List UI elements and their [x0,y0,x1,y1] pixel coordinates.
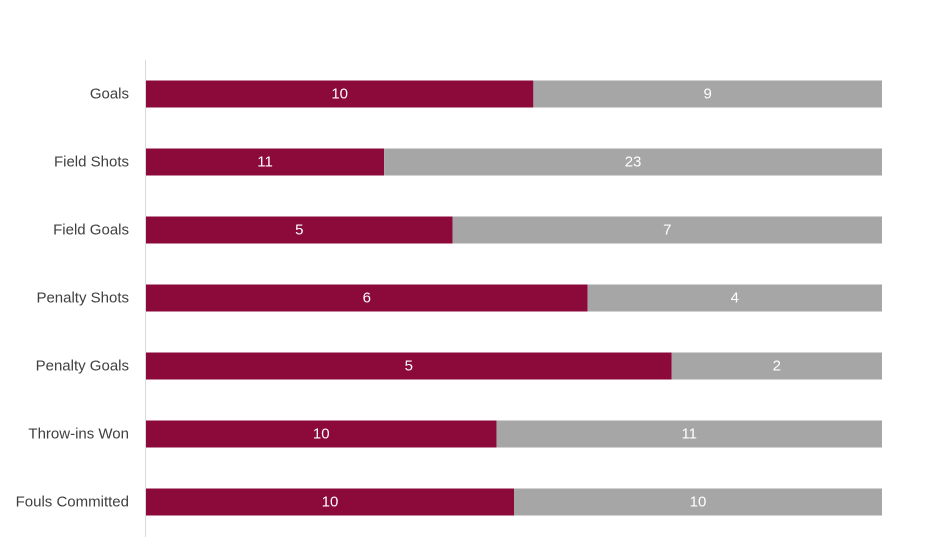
bar-series2-field-shots [384,148,882,176]
category-label-field-goals: Field Goals [53,222,129,239]
data-label-series2-goals: 9 [704,86,712,103]
data-label-series2-field-shots: 23 [625,154,642,171]
data-label-series2-penalty-shots: 4 [731,290,739,307]
data-label-series1-throw-ins-won: 10 [313,426,330,443]
bar-series2-field-goals [452,216,882,244]
data-label-series2-fouls-committed: 10 [690,494,707,511]
data-label-series1-penalty-shots: 6 [363,290,371,307]
bar-series1-goals [146,80,534,108]
category-label-penalty-shots: Penalty Shots [36,290,129,307]
bar-series1-field-goals [146,216,453,244]
bar-series1-field-shots [146,148,385,176]
data-label-series1-penalty-goals: 5 [405,358,413,375]
bar-series1-penalty-shots [146,284,588,312]
category-label-goals: Goals [90,86,129,103]
bar-series2-goals [533,80,882,108]
bar-series1-fouls-committed [146,488,514,516]
bar-series2-penalty-shots [587,284,882,312]
category-label-fouls-committed: Fouls Committed [16,494,129,511]
data-label-series2-penalty-goals: 2 [773,358,781,375]
data-label-series1-field-goals: 5 [295,222,303,239]
bar-series2-penalty-goals [671,352,882,380]
bar-series2-throw-ins-won [496,420,882,448]
data-label-series1-goals: 10 [331,86,348,103]
data-label-series1-field-shots: 11 [257,154,273,171]
data-label-series1-fouls-committed: 10 [322,494,339,511]
bar-series1-penalty-goals [146,352,672,380]
category-label-field-shots: Field Shots [54,154,129,171]
data-label-series2-throw-ins-won: 11 [681,426,697,443]
data-label-series2-field-goals: 7 [663,222,671,239]
bar-series2-fouls-committed [514,488,882,516]
category-label-throw-ins-won: Throw-ins Won [28,426,129,443]
bar-series1-throw-ins-won [146,420,497,448]
category-labels: Goals Field Shots Field Goals Penalty Shots… [16,86,129,511]
bars-layer: 10 9 11 23 5 7 6 4 5 2 10 11 10 10 [146,80,882,516]
category-label-penalty-goals: Penalty Goals [36,358,129,375]
